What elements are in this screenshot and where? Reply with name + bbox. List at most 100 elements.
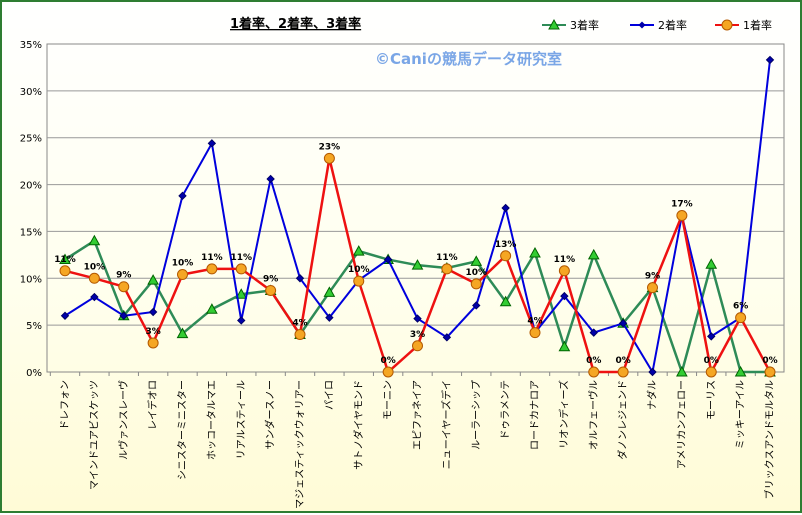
category-label: マジェスティックウォリアー	[294, 380, 306, 509]
data-label: 10%	[465, 268, 487, 278]
category-label: リオンディーズ	[557, 380, 570, 449]
data-label: 0%	[762, 356, 777, 366]
data-point	[470, 255, 483, 266]
data-point	[118, 281, 130, 293]
data-point	[501, 203, 510, 213]
data-point	[353, 275, 365, 287]
data-point	[587, 248, 600, 260]
legend-label: 3着率	[570, 18, 599, 32]
data-label: 17%	[671, 199, 693, 209]
data-point	[294, 329, 306, 341]
category-label: ミッキーアイル	[736, 380, 747, 449]
category-label: ダノンレジェンド	[616, 380, 629, 460]
data-point	[441, 263, 453, 275]
category-label: サトノダイヤモンド	[352, 380, 365, 470]
data-label: 4%	[292, 319, 307, 329]
category-label: ルヴァンスレーヴ	[117, 380, 130, 460]
category-label: ホッコータルマエ	[206, 380, 218, 460]
data-label: 0%	[704, 356, 719, 366]
y-tick-label: 15%	[20, 227, 42, 238]
data-label: 11%	[201, 253, 223, 263]
category-label: アメリカンフェロー	[676, 380, 688, 469]
category-label: リアルスティール	[236, 380, 247, 459]
data-point	[529, 327, 541, 339]
y-tick-label: 5%	[26, 321, 42, 332]
data-point	[707, 332, 716, 341]
data-label: 0%	[380, 356, 395, 366]
legend: 3着率 2着率 1着率	[542, 18, 772, 32]
data-point	[472, 301, 481, 310]
data-label: 13%	[495, 240, 517, 250]
data-point	[558, 340, 571, 352]
data-label: 10%	[84, 262, 106, 272]
legend-item-2: 2着率	[630, 18, 687, 32]
data-label: 11%	[436, 253, 458, 263]
data-point	[90, 292, 99, 302]
y-tick-label: 20%	[20, 181, 42, 192]
data-point	[266, 174, 275, 184]
data-point	[119, 311, 128, 320]
data-point	[558, 265, 570, 277]
category-label: モーニン	[383, 380, 394, 420]
y-tick-label: 25%	[20, 134, 42, 145]
data-label: 3%	[410, 330, 425, 340]
data-point	[323, 152, 335, 164]
data-point	[648, 367, 657, 377]
series-3	[59, 152, 776, 378]
chart-title: 1着率、2着率、3着率	[230, 16, 361, 32]
y-tick-label: 10%	[20, 274, 42, 285]
data-point	[60, 311, 70, 320]
data-label: 9%	[116, 271, 131, 281]
data-point	[147, 337, 159, 349]
data-label: 4%	[527, 317, 542, 327]
data-label: 9%	[263, 274, 278, 284]
y-tick-label: 35%	[20, 40, 42, 51]
data-point	[323, 286, 336, 297]
data-point	[59, 265, 71, 277]
category-label: ナダル	[646, 380, 659, 410]
legend-marker	[638, 21, 646, 29]
gridlines: 0% 5% 10% 15% 20% 25% 30% 35%	[20, 40, 785, 379]
category-label: モーリス	[706, 380, 717, 420]
data-point	[647, 282, 658, 294]
data-point	[382, 366, 394, 378]
data-point	[764, 366, 776, 378]
category-label: ニューイヤーズデイ	[440, 380, 453, 469]
legend-item-3: 1着率	[715, 18, 772, 32]
legend-marker	[548, 18, 560, 30]
data-point	[500, 250, 512, 262]
plot-area	[46, 43, 785, 373]
data-point	[560, 291, 569, 301]
category-labels: ドレフォン マインドユアビスケッツ ルヴァンスレーヴ レイデオロ シニスターミニスター ホ…	[60, 380, 776, 509]
data-point	[59, 253, 71, 265]
legend-marker	[721, 19, 733, 31]
category-label: ドレフォン	[60, 380, 71, 430]
data-point	[765, 55, 775, 65]
data-point	[237, 316, 246, 325]
category-label: レイデオロ	[146, 380, 159, 430]
data-point	[411, 259, 424, 270]
data-point	[207, 139, 217, 148]
data-point	[147, 274, 159, 285]
data-point	[734, 365, 747, 377]
data-point	[176, 327, 189, 339]
data-label: 23%	[319, 142, 341, 152]
category-label: ロードカナロア	[529, 380, 541, 450]
category-label: ドゥラメンテ	[500, 380, 512, 440]
data-point	[413, 314, 422, 323]
data-point	[178, 191, 187, 201]
data-label: 10%	[348, 265, 370, 275]
legend-item-1: 3着率	[542, 18, 599, 32]
category-label: パイロ	[323, 380, 335, 410]
data-point	[352, 245, 365, 256]
data-point	[676, 365, 688, 377]
data-label: 6%	[733, 302, 748, 312]
legend-label: 1着率	[743, 18, 772, 32]
data-label: 10%	[172, 259, 194, 269]
data-point	[618, 319, 628, 328]
data-label: 0%	[586, 356, 601, 366]
data-label: 9%	[645, 272, 660, 282]
data-point	[499, 295, 512, 307]
